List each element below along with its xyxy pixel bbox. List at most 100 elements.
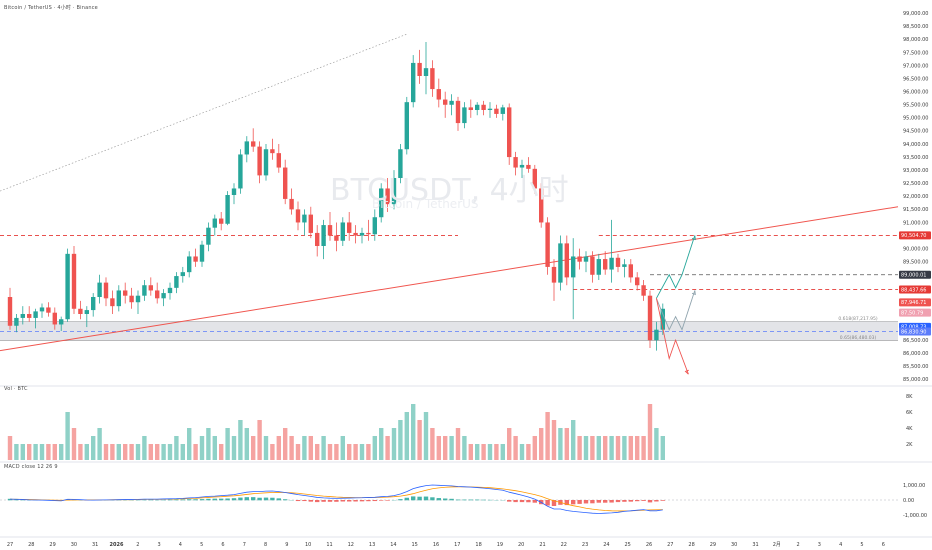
time-tick-label[interactable]: 20	[518, 542, 524, 548]
volume-bar	[78, 444, 83, 460]
time-tick-label[interactable]: 12	[348, 542, 354, 548]
volume-bar	[519, 444, 525, 460]
time-axis[interactable]: 27 28 29 30 31 2026 2 3 4 5 6 7 8 9 10 11 12 13 14 15 16 17 18…	[7, 542, 885, 548]
candle-body	[436, 89, 441, 100]
time-tick-label[interactable]: 22	[561, 542, 567, 548]
time-tick-label[interactable]: 4	[839, 542, 842, 548]
volume-bar	[7, 436, 13, 460]
time-tick-label[interactable]: 3	[818, 542, 821, 548]
volume-bar	[430, 428, 435, 460]
time-tick-label[interactable]: 4	[179, 542, 182, 548]
macd-histogram-bar	[519, 500, 525, 503]
time-tick-label[interactable]: 19	[497, 542, 503, 548]
candle-body	[539, 188, 544, 223]
macd-pane-label[interactable]: MACD close 12 26 9	[4, 464, 58, 470]
macd-histogram-bar	[238, 497, 243, 501]
projection-path[interactable]	[656, 235, 696, 299]
time-tick-label[interactable]: 6	[221, 542, 224, 548]
trendline[interactable]	[0, 206, 899, 352]
candle-body	[468, 107, 473, 110]
candle-body	[199, 244, 205, 262]
time-tick-label[interactable]: 2	[797, 542, 800, 548]
time-tick-label[interactable]: 17	[454, 542, 460, 548]
projection-paths[interactable]	[655, 235, 696, 375]
macd-histogram-bar	[404, 497, 409, 501]
volume-bar	[238, 420, 243, 460]
time-tick-label[interactable]: 29	[49, 542, 55, 548]
price-badge	[899, 231, 931, 240]
time-tick-label[interactable]: 28	[28, 542, 34, 548]
time-tick-label[interactable]: 15	[412, 542, 418, 548]
volume-pane-label[interactable]: Vol · BTC	[4, 386, 28, 392]
macd-histogram-bar	[295, 500, 301, 502]
time-tick-label[interactable]: 11	[326, 542, 332, 548]
candle-body	[65, 253, 70, 320]
candle-body	[91, 297, 96, 311]
time-tick-label[interactable]: 28	[688, 542, 694, 548]
drawn-lines[interactable]	[0, 33, 899, 352]
time-tick-label[interactable]: 27	[7, 542, 13, 548]
volume-bar	[417, 420, 422, 460]
candle-body	[46, 307, 51, 313]
time-tick-label[interactable]: 29	[710, 542, 716, 548]
time-tick-label[interactable]: 27	[667, 542, 673, 548]
time-tick-label[interactable]: 30	[71, 542, 77, 548]
volume-bar	[103, 444, 109, 460]
time-tick-label[interactable]: 24	[603, 542, 609, 548]
volume-bar	[302, 436, 307, 460]
price-badge-text: 87,946.71	[901, 300, 926, 306]
time-tick-label[interactable]: 14	[390, 542, 396, 548]
volume-bar	[583, 436, 589, 460]
time-tick-label[interactable]: 10	[305, 542, 311, 548]
time-tick-label[interactable]: 25	[625, 542, 631, 548]
time-tick-label[interactable]: 3	[158, 542, 161, 548]
volume-bar	[315, 444, 320, 460]
time-tick-label[interactable]: 6	[882, 542, 885, 548]
symbol-header[interactable]: Bitcoin / TetherUS · 4小时 · Binance	[4, 5, 98, 11]
time-tick-label[interactable]: 26	[646, 542, 652, 548]
time-tick-label[interactable]: 23	[582, 542, 588, 548]
volume-bar	[558, 428, 563, 460]
time-tick-label[interactable]: 31	[92, 542, 98, 548]
projection-path[interactable]	[655, 298, 689, 375]
time-tick-label[interactable]: 2月	[773, 542, 781, 548]
volume-bar	[628, 436, 633, 460]
price-badge	[899, 285, 931, 294]
price-axis[interactable]: 99,000.00 98,500.00 98,000.00 97,500.00 97,0…	[903, 11, 928, 519]
macd-histogram-bar	[174, 499, 179, 501]
candle-body	[558, 243, 563, 283]
macd-histogram-bar	[142, 499, 147, 501]
volume-bars	[7, 404, 665, 460]
time-tick-label[interactable]: 5	[860, 542, 863, 548]
price-tick-label: 99,000.00	[903, 11, 928, 17]
price-tick-label: 93,500.00	[903, 155, 928, 161]
macd-histogram-bar	[372, 500, 377, 502]
macd-histogram-bar	[251, 497, 256, 501]
volume-bar	[71, 428, 77, 460]
time-tick-label[interactable]: 16	[433, 542, 439, 548]
time-tick-label[interactable]: 9	[285, 542, 288, 548]
candle-body	[327, 225, 333, 236]
time-tick-label[interactable]: 13	[369, 542, 375, 548]
price-tick-label: 92,000.00	[903, 194, 928, 200]
time-tick-label[interactable]: 7	[243, 542, 246, 548]
time-tick-label[interactable]: 18	[475, 542, 481, 548]
time-tick-label[interactable]: 2	[136, 542, 139, 548]
candle-body	[513, 157, 518, 168]
time-tick-label[interactable]: 5	[200, 542, 203, 548]
candle-body	[193, 256, 198, 262]
candle-body	[449, 100, 454, 105]
time-tick-label[interactable]: 2026	[110, 542, 124, 548]
macd-histogram-bar	[327, 500, 333, 502]
macd-tick-label: 1,000.00	[903, 483, 925, 489]
projection-path[interactable]	[655, 290, 696, 331]
channel-line[interactable]	[0, 33, 407, 192]
macd-histogram-bar	[366, 500, 371, 502]
time-tick-label[interactable]: 31	[752, 542, 758, 548]
time-tick-label[interactable]: 21	[539, 542, 545, 548]
macd-plot	[0, 484, 898, 514]
time-tick-label[interactable]: 8	[264, 542, 267, 548]
time-tick-label[interactable]: 30	[731, 542, 737, 548]
